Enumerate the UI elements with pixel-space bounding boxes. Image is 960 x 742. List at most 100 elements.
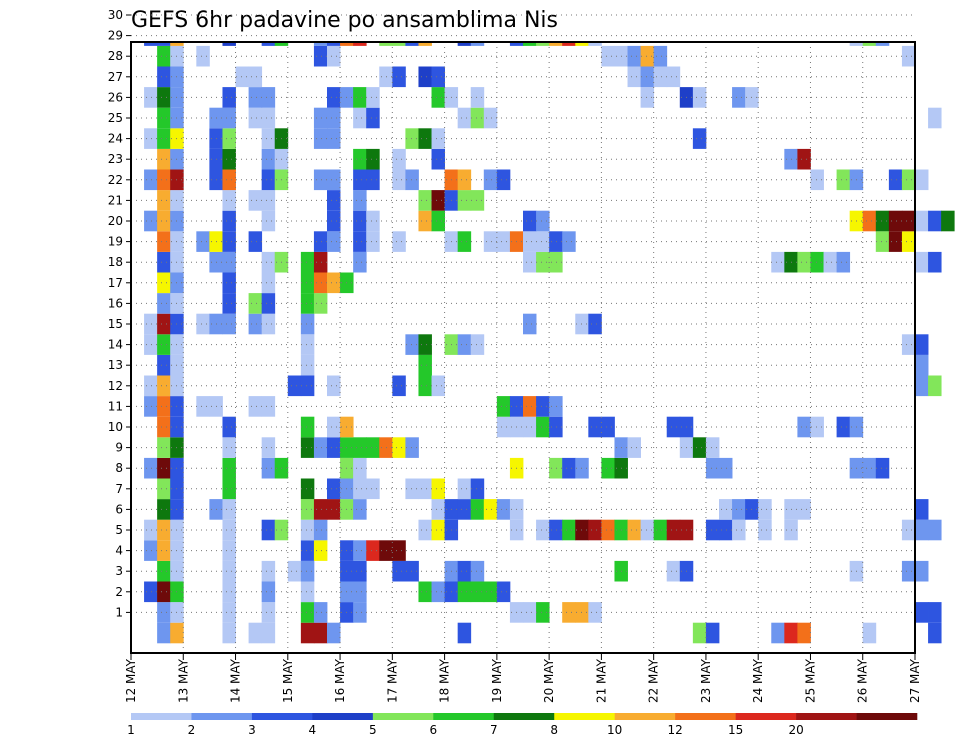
heatmap-cell: [366, 437, 380, 458]
heatmap-cell: [836, 169, 851, 191]
y-tick-label: 6: [115, 502, 123, 516]
heatmap-cell: [300, 313, 315, 335]
heatmap-cell: [392, 42, 406, 46]
heatmap-cell: [457, 231, 472, 252]
heatmap-cell: [222, 560, 236, 582]
heatmap-cell: [222, 251, 236, 273]
heatmap-cell: [928, 622, 942, 644]
heatmap-cell: [366, 87, 380, 108]
heatmap-cell: [313, 169, 328, 191]
plot-frame: [130, 41, 916, 654]
x-tick-label: 20 MAY: [542, 658, 556, 703]
y-tick-label: 4: [115, 544, 123, 558]
colorbar-label: 5: [369, 723, 377, 737]
heatmap-cell: [353, 231, 367, 252]
heatmap-cell: [457, 499, 472, 520]
heatmap-cell: [300, 581, 315, 603]
y-tick-label: 20: [108, 214, 123, 228]
heatmap-cell: [549, 519, 563, 541]
heatmap-cell: [653, 45, 668, 67]
heatmap-cell: [601, 45, 615, 67]
heatmap-cell: [222, 478, 236, 500]
heatmap-cell: [261, 437, 276, 458]
heatmap-cell: [222, 602, 236, 623]
heatmap-cell: [327, 622, 341, 644]
heatmap-cell: [248, 66, 263, 88]
heatmap-cell: [327, 42, 341, 46]
heatmap-cell: [366, 478, 380, 500]
heatmap-cell: [418, 581, 432, 603]
colorbar-segment: [372, 713, 434, 720]
heatmap-cell: [536, 396, 550, 417]
y-tick-label: 27: [108, 70, 123, 84]
heatmap-cell: [915, 602, 929, 623]
heatmap-cell: [222, 457, 236, 479]
heatmap-cell: [248, 293, 263, 314]
heatmap-cell: [313, 540, 328, 561]
heatmap-cell: [157, 560, 171, 582]
heatmap-cell: [901, 519, 916, 541]
heatmap-cell: [327, 478, 341, 500]
heatmap-cell: [536, 519, 550, 541]
heatmap-cell: [353, 437, 367, 458]
heatmap-cell: [549, 457, 563, 479]
heatmap-cell: [300, 540, 315, 561]
heatmap-cell: [353, 478, 367, 500]
heatmap-cell: [431, 499, 445, 520]
heatmap-cell: [915, 375, 929, 397]
heatmap-cell: [666, 416, 681, 438]
heatmap-cell: [144, 87, 158, 108]
heatmap-cell: [732, 87, 746, 108]
heatmap-cell: [536, 231, 550, 252]
y-tick-label: 8: [115, 461, 123, 475]
heatmap-cell: [862, 42, 877, 46]
x-tick-label: 18 MAY: [438, 658, 452, 703]
colorbar-segment: [433, 713, 495, 720]
heatmap-cell: [692, 437, 707, 458]
heatmap-cell: [431, 210, 445, 232]
heatmap-cell: [366, 540, 380, 561]
heatmap-cell: [353, 190, 367, 211]
heatmap-cell: [353, 540, 367, 561]
heatmap-cell: [640, 45, 655, 67]
heatmap-cell: [470, 42, 485, 46]
heatmap-cell: [562, 42, 576, 46]
heatmap-cell: [784, 622, 798, 644]
heatmap-cell: [470, 190, 485, 211]
heatmap-cell: [901, 560, 916, 582]
heatmap-cell: [732, 499, 746, 520]
y-tick-label: 21: [108, 193, 123, 207]
colorbar-segment: [735, 713, 797, 720]
heatmap-cell: [392, 148, 406, 170]
heatmap-cell: [144, 42, 158, 46]
heatmap-cell: [366, 231, 380, 252]
heatmap-cell: [536, 251, 550, 273]
heatmap-cell: [300, 375, 315, 397]
x-tick-label: 25 MAY: [803, 658, 817, 703]
heatmap-cell: [144, 396, 158, 417]
heatmap-cell: [261, 396, 276, 417]
x-tick-label: 14 MAY: [229, 658, 243, 703]
heatmap-cells: [144, 42, 955, 644]
heatmap-cell: [758, 499, 772, 520]
heatmap-cell: [313, 437, 328, 458]
heatmap-cell: [392, 231, 406, 252]
heatmap-cell: [313, 231, 328, 252]
heatmap-cell: [549, 42, 563, 46]
y-tick-label: 29: [108, 29, 123, 43]
heatmap-cell: [196, 45, 210, 67]
heatmap-cell: [588, 416, 602, 438]
heatmap-cell: [901, 169, 916, 191]
heatmap-cell: [562, 602, 576, 623]
heatmap-cell: [287, 375, 302, 397]
heatmap-cell: [575, 602, 589, 623]
heatmap-cell: [157, 42, 171, 46]
heatmap-cell: [300, 354, 315, 376]
heatmap-cell: [509, 42, 524, 46]
heatmap-cell: [888, 210, 903, 232]
heatmap-cell: [457, 478, 472, 500]
heatmap-cell: [327, 107, 341, 129]
heatmap-cell: [261, 272, 276, 294]
heatmap-cell: [797, 499, 811, 520]
heatmap-cell: [261, 87, 276, 108]
